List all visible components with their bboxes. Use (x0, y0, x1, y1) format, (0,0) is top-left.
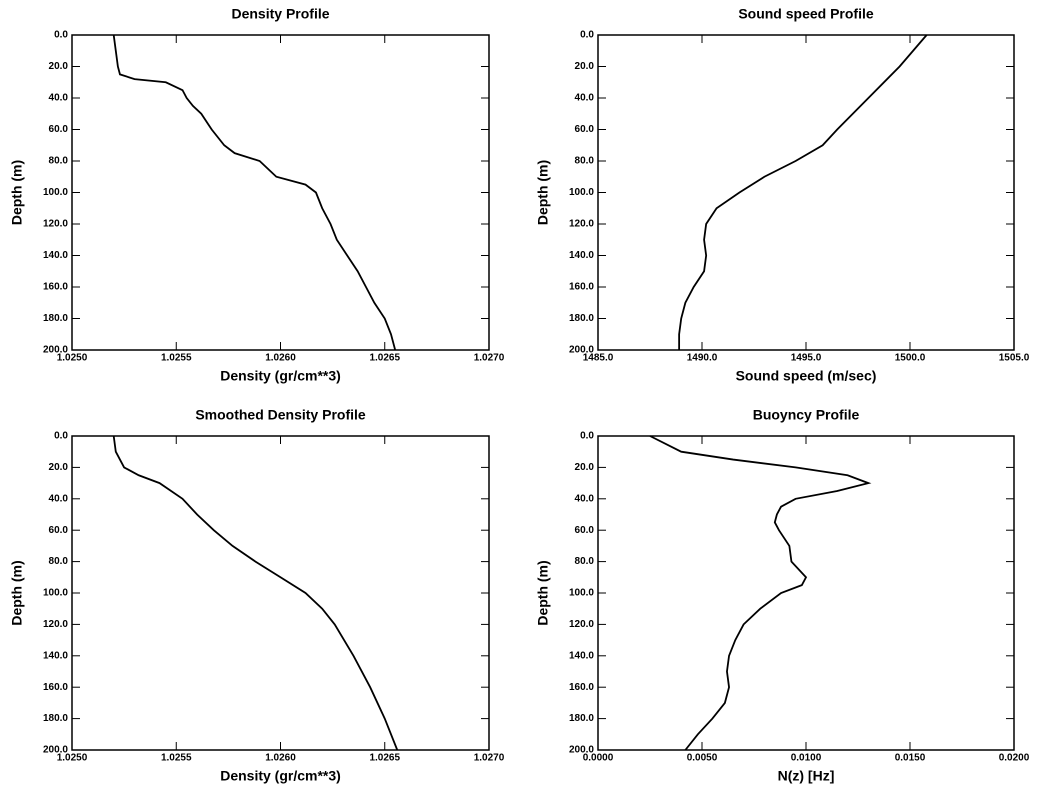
y-tick-label: 40.0 (575, 493, 595, 504)
y-tick-label: 120.0 (569, 619, 594, 630)
y-tick-label: 20.0 (575, 61, 595, 72)
y-tick-label: 0.0 (54, 431, 68, 442)
y-tick-label: 120.0 (43, 619, 68, 630)
y-tick-label: 160.0 (569, 282, 594, 293)
x-axis-label: N(z) [Hz] (778, 768, 835, 784)
y-tick-label: 200.0 (43, 745, 68, 756)
y-tick-label: 20.0 (49, 61, 69, 72)
y-tick-label: 20.0 (575, 462, 595, 473)
x-tick-label: 1.0250 (57, 353, 88, 364)
x-tick-label: 1.0270 (474, 353, 505, 364)
y-tick-label: 100.0 (43, 187, 68, 198)
x-tick-label: 0.0100 (791, 753, 822, 764)
y-tick-label: 60.0 (575, 525, 595, 536)
y-tick-label: 60.0 (575, 124, 595, 135)
x-axis-label: Sound speed (m/sec) (736, 368, 877, 384)
y-tick-label: 140.0 (569, 250, 594, 261)
x-tick-label: 1.0265 (369, 353, 400, 364)
y-tick-label: 120.0 (43, 219, 68, 230)
x-tick-label: 1490.0 (687, 353, 718, 364)
y-tick-label: 120.0 (569, 219, 594, 230)
chart-title: Buoyncy Profile (753, 407, 860, 423)
y-tick-label: 140.0 (43, 250, 68, 261)
y-tick-label: 80.0 (575, 556, 595, 567)
y-tick-label: 0.0 (580, 30, 594, 41)
y-tick-label: 100.0 (569, 187, 594, 198)
y-tick-label: 80.0 (49, 156, 69, 167)
y-tick-label: 40.0 (49, 93, 69, 104)
x-tick-label: 1.0260 (265, 753, 296, 764)
y-tick-label: 200.0 (569, 345, 594, 356)
y-tick-label: 160.0 (43, 682, 68, 693)
y-axis-label: Depth (m) (535, 160, 551, 225)
y-tick-label: 60.0 (49, 525, 69, 536)
y-tick-label: 180.0 (43, 313, 68, 324)
x-tick-label: 1.0260 (265, 353, 296, 364)
plot-frame (71, 435, 490, 751)
y-tick-label: 40.0 (575, 93, 595, 104)
y-tick-label: 0.0 (54, 30, 68, 41)
y-axis-label: Depth (m) (9, 560, 25, 625)
y-axis-label: Depth (m) (535, 560, 551, 625)
x-tick-label: 1.0265 (369, 753, 400, 764)
y-tick-label: 180.0 (569, 713, 594, 724)
y-tick-label: 200.0 (569, 745, 594, 756)
x-tick-label: 1485.0 (583, 353, 614, 364)
y-tick-label: 100.0 (43, 588, 68, 599)
x-tick-label: 1505.0 (999, 353, 1030, 364)
y-tick-label: 60.0 (49, 124, 69, 135)
plot-frame (597, 435, 1015, 751)
profile-line (112, 34, 397, 351)
x-axis-label: Density (gr/cm**3) (220, 768, 341, 784)
profile-line (112, 435, 399, 751)
x-tick-label: 1495.0 (791, 353, 822, 364)
y-tick-label: 180.0 (43, 713, 68, 724)
y-tick-label: 200.0 (43, 345, 68, 356)
y-tick-label: 20.0 (49, 462, 69, 473)
chart-title: Smoothed Density Profile (195, 407, 366, 423)
y-tick-label: 160.0 (43, 282, 68, 293)
y-tick-label: 0.0 (580, 431, 594, 442)
plot-frame (71, 34, 490, 351)
y-tick-label: 100.0 (569, 588, 594, 599)
x-tick-label: 1.0270 (474, 753, 505, 764)
profile-line (678, 34, 928, 350)
x-tick-label: 1.0255 (161, 353, 192, 364)
x-tick-label: 0.0150 (895, 753, 926, 764)
x-tick-label: 0.0000 (583, 753, 614, 764)
profile-line (649, 435, 872, 751)
x-tick-label: 0.0050 (687, 753, 718, 764)
y-tick-label: 140.0 (43, 650, 68, 661)
y-tick-label: 40.0 (49, 493, 69, 504)
y-tick-label: 140.0 (569, 650, 594, 661)
y-tick-label: 180.0 (569, 313, 594, 324)
x-tick-label: 0.0200 (999, 753, 1030, 764)
y-axis-label: Depth (m) (9, 160, 25, 225)
y-tick-label: 80.0 (49, 556, 69, 567)
x-tick-label: 1500.0 (895, 353, 926, 364)
x-tick-label: 1.0250 (57, 753, 88, 764)
plot-frame (597, 34, 1015, 351)
chart-title: Density Profile (231, 6, 329, 22)
chart-title: Sound speed Profile (738, 6, 874, 22)
x-tick-label: 1.0255 (161, 753, 192, 764)
y-tick-label: 160.0 (569, 682, 594, 693)
y-tick-label: 80.0 (575, 156, 595, 167)
x-axis-label: Density (gr/cm**3) (220, 368, 341, 384)
